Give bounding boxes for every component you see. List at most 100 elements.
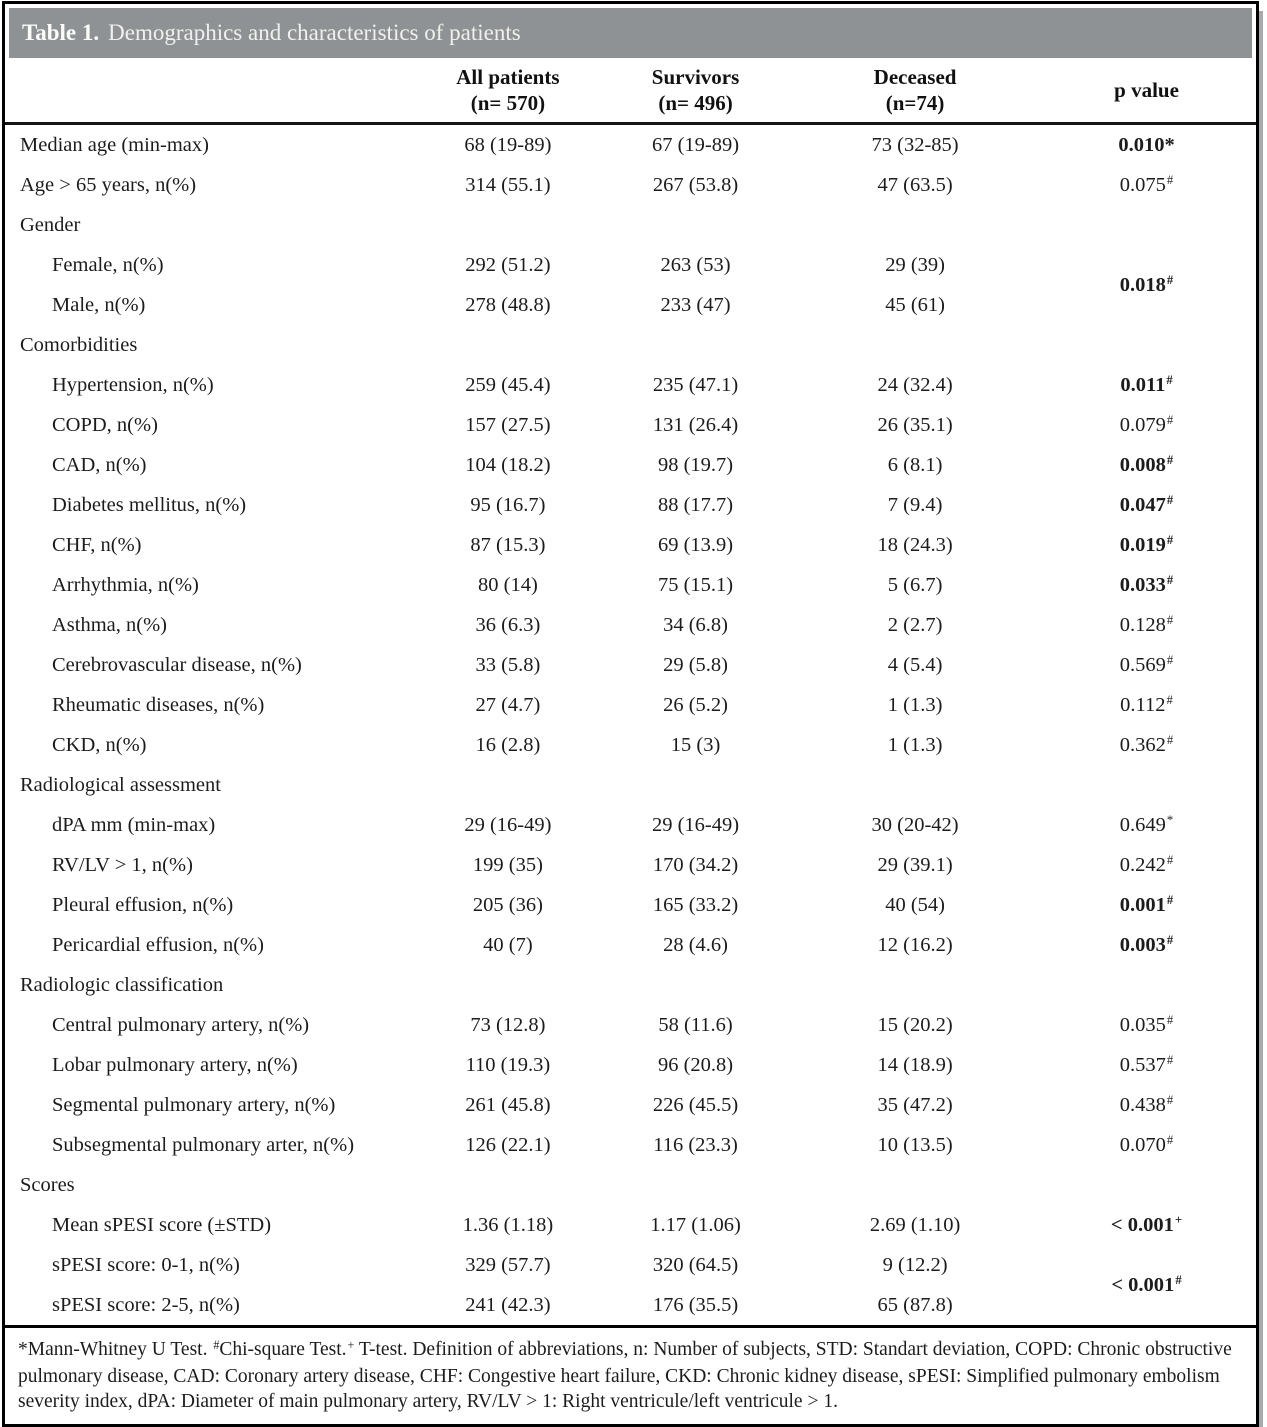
- section-spacer: [418, 965, 1256, 1005]
- p-value-cell: < 0.001+: [1110, 1213, 1183, 1236]
- demographics-table: All patients (n= 570) Survivors (n= 496) Dec…: [5, 58, 1256, 1325]
- value-cell: 29 (5.8): [663, 653, 728, 676]
- value-cell: 29 (16-49): [651, 813, 740, 836]
- section-row: Radiological assessment: [5, 765, 1256, 805]
- row-label: Diabetes mellitus, n(%): [52, 493, 247, 516]
- table-row: CKD, n(%) 16 (2.8) 15 (3) 1 (1.3) 0.362#: [5, 725, 1256, 765]
- value-cell: 205 (36): [472, 893, 543, 916]
- table-row: Arrhythmia, n(%) 80 (14) 75 (15.1) 5 (6.7) 0…: [5, 565, 1256, 605]
- p-value-cell: 0.010*: [1118, 133, 1175, 156]
- value-cell: 2.69 (1.10): [869, 1213, 961, 1236]
- value-cell: 226 (45.5): [652, 1093, 739, 1116]
- value-cell: 75 (15.1): [657, 573, 734, 596]
- value-cell: 259 (45.4): [465, 373, 551, 396]
- value-cell: 4 (5.4): [887, 653, 943, 676]
- value-cell: 263 (53): [660, 253, 731, 276]
- value-cell: 29 (39): [885, 253, 945, 276]
- p-value-superscript: #: [1166, 613, 1174, 628]
- section-label: Comorbidities: [20, 333, 138, 356]
- table-row: CAD, n(%) 104 (18.2) 98 (19.7) 6 (8.1) 0.008…: [5, 445, 1256, 485]
- row-label: Male, n(%): [52, 293, 146, 316]
- section-label: Gender: [20, 213, 81, 236]
- value-cell: 170 (34.2): [652, 853, 739, 876]
- p-value-superscript: #: [1166, 453, 1174, 468]
- table-row: dPA mm (min-max) 29 (16-49) 29 (16-49) 30 (…: [5, 805, 1256, 845]
- row-label: Cerebrovascular disease, n(%): [52, 653, 302, 676]
- section-row: Radiologic classification: [5, 965, 1256, 1005]
- value-cell: 98 (19.7): [657, 453, 734, 476]
- value-cell: 80 (14): [478, 573, 538, 596]
- table-row: sPESI score: 0-1, n(%) 329 (57.7) 320 (64.…: [5, 1245, 1256, 1296]
- p-value-superscript: #: [1166, 693, 1173, 708]
- p-value-superscript: #: [1166, 413, 1174, 428]
- value-cell: 126 (22.1): [465, 1133, 551, 1156]
- p-value-cell: 0.438#: [1119, 1093, 1174, 1116]
- p-value-cell: 0.008#: [1119, 453, 1174, 476]
- header-row: All patients (n= 570) Survivors (n= 496) Dec…: [5, 58, 1256, 124]
- row-label: sPESI score: 0-1, n(%): [52, 1253, 240, 1276]
- p-value-superscript: #: [1166, 273, 1174, 288]
- value-cell: 241 (42.3): [465, 1293, 551, 1316]
- column-header-rowlabel: [5, 58, 418, 124]
- value-cell: 28 (4.6): [663, 933, 728, 956]
- value-cell: 33 (5.8): [475, 653, 541, 676]
- p-value-cell: 0.035#: [1119, 1013, 1174, 1036]
- p-value-superscript: #: [1166, 573, 1174, 588]
- value-cell: 199 (35): [472, 853, 543, 876]
- column-header-all-patients: All patients (n= 570): [456, 65, 560, 115]
- p-value-cell: 0.047#: [1119, 493, 1174, 516]
- value-cell: 116 (23.3): [653, 1133, 738, 1156]
- table-row: Age > 65 years, n(%) 314 (55.1) 267 (53.8)…: [5, 165, 1256, 205]
- value-cell: 6 (8.1): [887, 453, 943, 476]
- p-value-cell: 0.242#: [1119, 853, 1174, 876]
- value-cell: 261 (45.8): [465, 1093, 551, 1116]
- row-label: Arrhythmia, n(%): [52, 573, 199, 596]
- table-number: Table 1.: [22, 20, 100, 45]
- p-value-superscript: #: [1166, 373, 1173, 388]
- value-cell: 9 (12.2): [882, 1253, 948, 1276]
- row-label: Female, n(%): [52, 253, 164, 276]
- p-value-superscript: *: [1166, 813, 1174, 828]
- table-row: COPD, n(%) 157 (27.5) 131 (26.4) 26 (35.1) 0…: [5, 405, 1256, 445]
- row-label: Mean sPESI score (±STD): [52, 1213, 272, 1236]
- row-label: sPESI score: 2-5, n(%): [52, 1293, 240, 1316]
- value-cell: 40 (7): [483, 933, 533, 956]
- value-cell: 73 (32-85): [871, 133, 959, 156]
- p-value-superscript: +: [1174, 1213, 1183, 1228]
- value-cell: 73 (12.8): [470, 1013, 546, 1036]
- value-cell: 165 (33.2): [652, 893, 739, 916]
- value-cell: 278 (48.8): [465, 293, 551, 316]
- p-value-cell: 0.033#: [1119, 573, 1174, 596]
- column-header-p-value: p value: [1114, 78, 1179, 102]
- table-row: Segmental pulmonary artery, n(%) 261 (45.…: [5, 1085, 1256, 1125]
- value-cell: 15 (20.2): [877, 1013, 953, 1036]
- footnote-text: *Mann-Whitney U Test.: [18, 1339, 213, 1360]
- p-value-cell: 0.569#: [1119, 653, 1174, 676]
- p-value-superscript: #: [1166, 853, 1174, 868]
- table-row: Asthma, n(%) 36 (6.3) 34 (6.8) 2 (2.7) 0.128…: [5, 605, 1256, 645]
- row-label: RV/LV > 1, n(%): [52, 853, 193, 876]
- row-label: COPD, n(%): [52, 413, 158, 436]
- table-row: Female, n(%) 292 (51.2) 263 (53) 29 (39) 0.0…: [5, 245, 1256, 296]
- value-cell: 65 (87.8): [877, 1293, 953, 1316]
- table-row: Central pulmonary artery, n(%) 73 (12.8) 5…: [5, 1005, 1256, 1045]
- p-value-superscript: #: [1166, 1093, 1174, 1108]
- row-label: Central pulmonary artery, n(%): [52, 1013, 310, 1036]
- value-cell: 1.36 (1.18): [462, 1213, 554, 1236]
- value-cell: 329 (57.7): [465, 1253, 551, 1276]
- table-row: Lobar pulmonary artery, n(%) 110 (19.3) 96…: [5, 1045, 1256, 1085]
- row-label: Hypertension, n(%): [52, 373, 214, 396]
- value-cell: 104 (18.2): [465, 453, 551, 476]
- p-value-cell: 0.362#: [1119, 733, 1174, 756]
- p-value-cell: 0.070#: [1119, 1133, 1174, 1156]
- value-cell: 96 (20.8): [657, 1053, 734, 1076]
- value-cell: 110 (19.3): [465, 1053, 551, 1076]
- footnote-superscript: #: [213, 1337, 220, 1352]
- value-cell: 45 (61): [885, 293, 945, 316]
- value-cell: 88 (17.7): [657, 493, 734, 516]
- value-cell: 26 (5.2): [663, 693, 728, 716]
- value-cell: 12 (16.2): [877, 933, 953, 956]
- row-label: Median age (min-max): [20, 133, 209, 156]
- row-label: CAD, n(%): [52, 453, 147, 476]
